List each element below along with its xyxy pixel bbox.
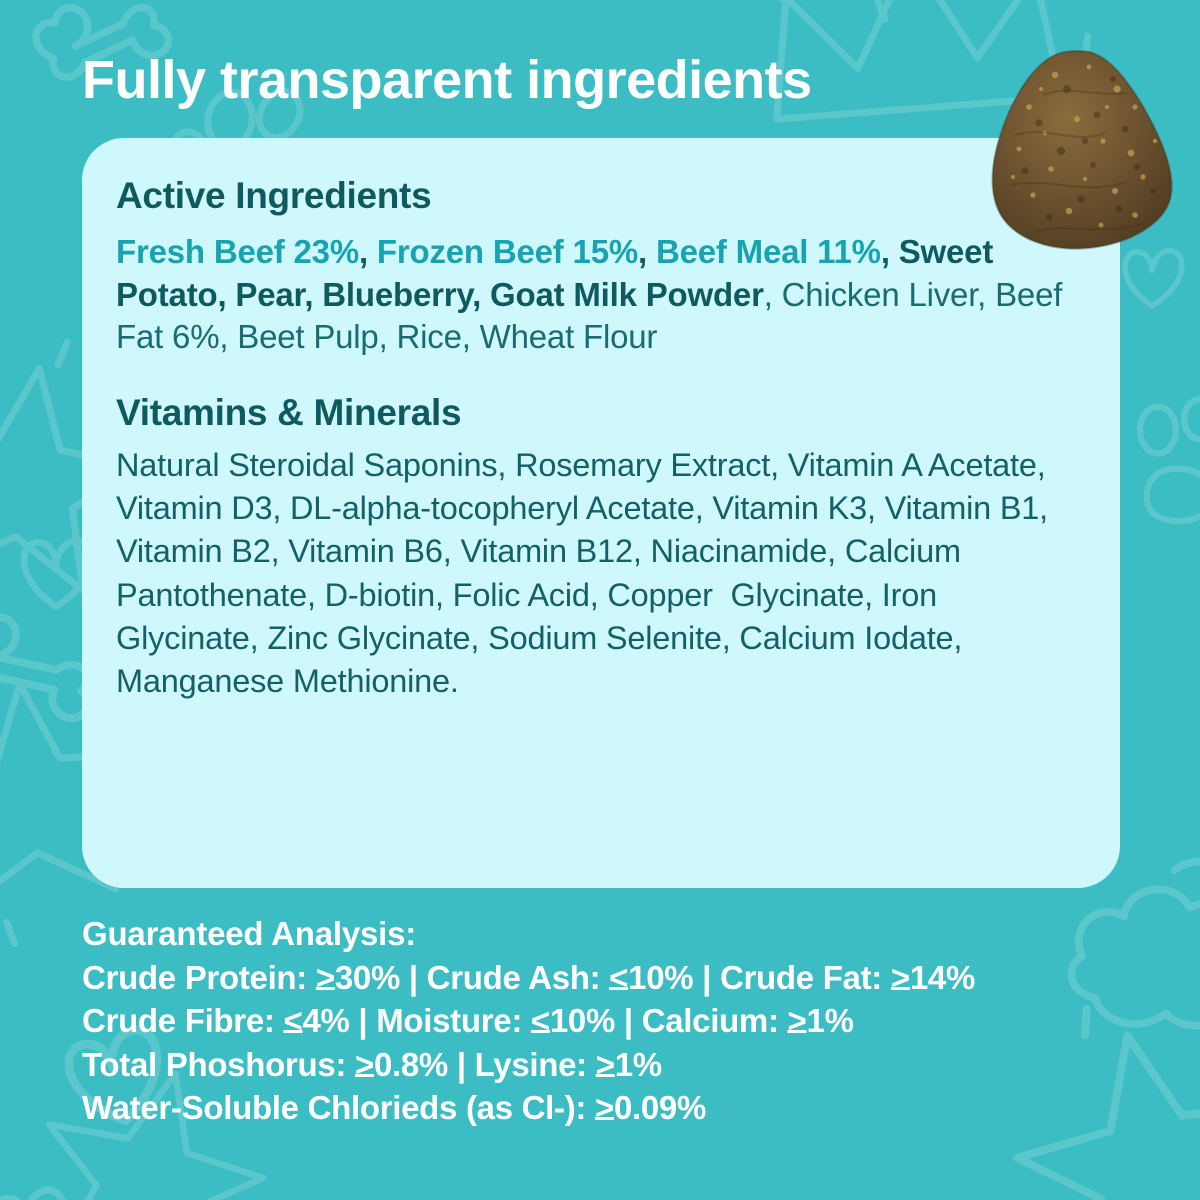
heart-icon: [1122, 248, 1185, 309]
ingredient-segment: Pear: [235, 275, 305, 313]
ingredient-segment: Beef Meal 11%: [655, 232, 881, 270]
analysis-operator: >: [787, 1002, 807, 1040]
analysis-operator: <: [609, 958, 629, 996]
analysis-value: 0.8%: [373, 1045, 448, 1083]
ingredient-segment: Frozen Beef 15%: [376, 232, 639, 270]
heart-icon: [0, 1186, 68, 1200]
guaranteed-analysis: Guaranteed Analysis: Crude Protein: >30%…: [82, 912, 1162, 1130]
ingredient-segment: Fresh Beef 23%: [116, 232, 359, 270]
analysis-value: 1%: [614, 1045, 662, 1083]
analysis-operator: <: [530, 1002, 550, 1040]
analysis-line: Crude Protein: >30% | Crude Ash: <10% | …: [82, 956, 1162, 1000]
active-ingredients-list: Fresh Beef 23%, Frozen Beef 15%, Beef Me…: [116, 231, 1086, 360]
analysis-operator: >: [315, 958, 335, 996]
analysis-separator: |: [615, 1002, 642, 1040]
analysis-separator: |: [400, 958, 427, 996]
vitamins-minerals-list: Natural Steroidal Saponins, Rosemary Ext…: [116, 447, 1057, 700]
ingredient-segment: Blueberry: [322, 275, 473, 313]
analysis-operator: >: [595, 1045, 615, 1083]
guaranteed-analysis-title: Guaranteed Analysis:: [82, 915, 417, 952]
analysis-value: 4%: [302, 1002, 350, 1040]
analysis-separator: |: [447, 1045, 475, 1083]
analysis-label: Crude Protein:: [82, 958, 316, 996]
ingredient-segment: ,: [358, 232, 377, 270]
ingredient-segment: ,: [304, 275, 323, 313]
ingredient-segment: ,: [217, 275, 236, 313]
analysis-label: Total Phoshorus:: [82, 1045, 355, 1083]
vitamins-minerals-heading: Vitamins & Minerals: [116, 392, 462, 434]
analysis-operator: >: [890, 958, 910, 996]
ingredients-card: Active Ingredients Fresh Beef 23%, Froze…: [82, 138, 1120, 888]
analysis-label: Lysine:: [474, 1045, 596, 1083]
analysis-label: Crude Fat:: [719, 958, 891, 996]
ingredient-segment: ,: [638, 232, 656, 270]
active-ingredients-heading: Active Ingredients: [116, 175, 432, 216]
analysis-line: Water-Soluble Chlorieds (as Cl-): >0.09%: [82, 1086, 1162, 1130]
analysis-value: 30%: [334, 958, 400, 996]
analysis-label: Calcium:: [641, 1002, 788, 1040]
ingredient-segment: Goat Milk Powder: [490, 275, 764, 313]
analysis-value: 1%: [806, 1002, 854, 1040]
ingredient-segment: , Chicken Liver, Beef Fat 6%, Beet Pulp,…: [116, 275, 1063, 356]
analysis-separator: |: [349, 1002, 377, 1040]
ingredient-segment: ,: [472, 275, 491, 313]
analysis-label: Moisture:: [376, 1002, 531, 1040]
analysis-operator: <: [283, 1002, 303, 1040]
ingredient-segment: Sweet Potato: [116, 232, 994, 313]
analysis-label: Crude Fibre:: [82, 1002, 284, 1040]
page-title: Fully transparent ingredients: [82, 50, 812, 110]
analysis-separator: |: [693, 958, 720, 996]
analysis-operator: >: [354, 1045, 374, 1083]
analysis-value: 10%: [628, 958, 694, 996]
analysis-line: Total Phoshorus: >0.8% | Lysine: >1%: [82, 1043, 1162, 1087]
analysis-label: Crude Ash:: [426, 958, 610, 996]
paw-icon: [1136, 396, 1200, 525]
ingredient-segment: ,: [880, 232, 899, 270]
analysis-operator: >: [594, 1089, 614, 1127]
analysis-value: 14%: [909, 958, 975, 996]
analysis-value: 0.09%: [613, 1089, 707, 1127]
analysis-value: 10%: [549, 1002, 616, 1040]
analysis-line: Crude Fibre: <4% | Moisture: <10% | Calc…: [82, 999, 1162, 1043]
analysis-label: Water-Soluble Chlorieds (as Cl-):: [82, 1089, 595, 1127]
